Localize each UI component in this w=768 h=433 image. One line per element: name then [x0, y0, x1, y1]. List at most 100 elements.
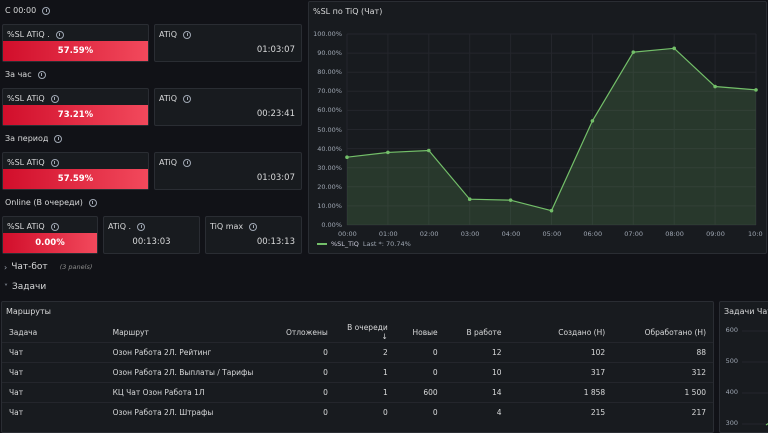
sl-value: 73.21% — [3, 105, 148, 125]
sort-arrow-icon: ↓ — [381, 332, 388, 342]
y-tick-label: 40.00% — [317, 144, 342, 153]
x-tick-label: 10:0 — [748, 230, 763, 238]
panel-title: ATiQ — [159, 30, 178, 39]
sl-tiq-chart-panel[interactable]: %SL по TiQ (Чат) 100.00% 90.00% 80.00% 70.0… — [308, 1, 767, 254]
cell-in-work: 10 — [444, 361, 509, 382]
y-tick: 300 — [725, 419, 738, 427]
y-tick: 400 — [725, 388, 738, 396]
sl-panel-since-midnight[interactable]: %SL ATiQ . 57.59% — [2, 24, 149, 62]
info-icon[interactable] — [88, 198, 97, 207]
data-point[interactable] — [427, 148, 431, 153]
cell-in-work: 14 — [444, 381, 509, 402]
x-tick-label: 01:00 — [378, 230, 398, 238]
data-point[interactable] — [508, 198, 513, 202]
info-icon[interactable] — [183, 94, 192, 103]
info-icon[interactable] — [50, 222, 59, 231]
section-title: Задачи — [12, 282, 47, 292]
data-point[interactable] — [713, 84, 717, 89]
section-title: Чат-бот — [11, 262, 48, 272]
tiq-max-panel-online[interactable]: TiQ max 00:13:13 — [205, 216, 302, 254]
chevron-down-icon: ˅ — [4, 282, 8, 292]
table-row[interactable]: Чат Озон Работа 2Л. Выплаты / Тарифы 0 1 0 10… — [2, 361, 713, 382]
panel-title: ATiQ — [159, 158, 178, 167]
cell-postponed: 0 — [272, 401, 335, 422]
data-point[interactable] — [549, 208, 554, 213]
cell-new: 0 — [394, 401, 445, 422]
section-chatbot[interactable]: › Чат-бот (3 panels) — [4, 262, 92, 272]
info-icon[interactable] — [183, 158, 192, 167]
row-title-since-midnight: С 00:00 — [5, 6, 51, 15]
info-icon[interactable] — [42, 6, 51, 15]
info-icon[interactable] — [183, 30, 192, 39]
col-header-route[interactable]: Маршрут — [112, 327, 149, 337]
y-tick-label: 10.00% — [317, 201, 342, 210]
atiq-panel-last-hour[interactable]: ATiQ 00:23:41 — [154, 88, 302, 126]
col-header-new[interactable]: Новые — [412, 327, 438, 337]
col-header-postponed[interactable]: Отложены — [285, 327, 328, 337]
cell-created: 102 — [508, 341, 613, 362]
routes-panel[interactable]: Маршруты Задача Маршрут Отложены В очере… — [1, 301, 714, 433]
col-header-queue[interactable]: В очереди ↓ — [335, 323, 395, 342]
cell-queue: 1 — [334, 381, 395, 402]
y-tick-label: 60.00% — [317, 106, 342, 115]
panel-header: %SL ATiQ — [7, 158, 59, 167]
data-point[interactable] — [754, 88, 758, 92]
sl-panel-last-hour[interactable]: %SL ATiQ 73.21% — [2, 88, 149, 126]
info-icon[interactable] — [37, 70, 46, 79]
row-title-label: За период — [5, 134, 49, 143]
panel-header: ATiQ — [159, 158, 192, 167]
col-header-in-work[interactable]: В работе — [466, 327, 502, 337]
col-header-processed[interactable]: Обработано (Н) — [644, 327, 706, 337]
row-title-label: За час — [5, 70, 32, 79]
data-point[interactable] — [386, 150, 390, 155]
info-icon[interactable] — [54, 134, 63, 143]
series-area — [347, 48, 756, 226]
data-point[interactable] — [467, 197, 472, 202]
panel-title: %SL ATiQ — [7, 222, 45, 231]
x-tick-label: 04:00 — [501, 230, 521, 238]
cell-created: 317 — [508, 361, 613, 382]
atiq-value: 00:13:03 — [132, 237, 171, 247]
info-icon[interactable] — [55, 30, 64, 39]
atiq-panel-online[interactable]: ATiQ . 00:13:03 — [103, 216, 200, 254]
sl-panel-online[interactable]: %SL ATiQ 0.00% — [2, 216, 98, 254]
atiq-panel-since-midnight[interactable]: ATiQ 01:03:07 — [154, 24, 302, 62]
cell-queue: 2 — [334, 341, 395, 362]
row-title-period: За период — [5, 134, 63, 143]
col-header-created[interactable]: Создано (Н) — [558, 327, 606, 337]
y-tick-label: 0.00% — [321, 221, 342, 229]
section-panel-count: (3 panels) — [59, 263, 93, 271]
cell-route: КЦ Чат Озон Работа 1Л — [105, 381, 273, 402]
y-tick-label: 100.00% — [313, 30, 342, 38]
atiq-value: 01:03:07 — [256, 173, 295, 183]
row-title-label: С 00:00 — [5, 6, 37, 15]
panel-title: ATiQ . — [108, 222, 132, 231]
sl-tiq-chart[interactable] — [309, 2, 768, 255]
cell-queue: 0 — [334, 401, 395, 422]
col-header-task[interactable]: Задача — [9, 327, 38, 337]
info-icon[interactable] — [50, 158, 59, 167]
sl-panel-period[interactable]: %SL ATiQ 57.59% — [2, 152, 149, 190]
info-icon[interactable] — [249, 222, 258, 231]
info-icon[interactable] — [137, 222, 146, 231]
tasks-chat-panel[interactable]: Задачи Чат 600 500 400 300 — [719, 301, 768, 433]
data-point[interactable] — [590, 119, 595, 123]
info-icon[interactable] — [50, 94, 59, 103]
chevron-right-icon: › — [4, 262, 8, 272]
x-tick-label: 00:00 — [338, 230, 357, 238]
table-row[interactable]: Чат Озон Работа 2Л. Штрафы 0 0 0 4 215 217 — [2, 401, 713, 422]
x-tick-label: 09:00 — [706, 230, 725, 238]
sl-value: 57.59% — [3, 41, 148, 61]
section-tasks[interactable]: ˅ Задачи — [4, 282, 46, 292]
chart-legend[interactable]: %SL_TiQ Last *: 70.74% — [317, 240, 411, 248]
cell-route: Озон Работа 2Л. Рейтинг — [105, 341, 273, 362]
panel-title: Маршруты — [6, 307, 51, 316]
panel-header: ATiQ — [159, 30, 192, 39]
data-point[interactable] — [631, 50, 636, 54]
atiq-panel-period[interactable]: ATiQ 01:03:07 — [154, 152, 302, 190]
cell-new: 0 — [394, 341, 445, 362]
data-point[interactable] — [672, 46, 676, 51]
table-row[interactable]: Чат КЦ Чат Озон Работа 1Л 0 1 600 14 1 858 1 50… — [2, 381, 713, 402]
data-point[interactable] — [345, 155, 349, 159]
table-row[interactable]: Чат Озон Работа 2Л. Рейтинг 0 2 0 12 102 88 — [2, 341, 713, 362]
